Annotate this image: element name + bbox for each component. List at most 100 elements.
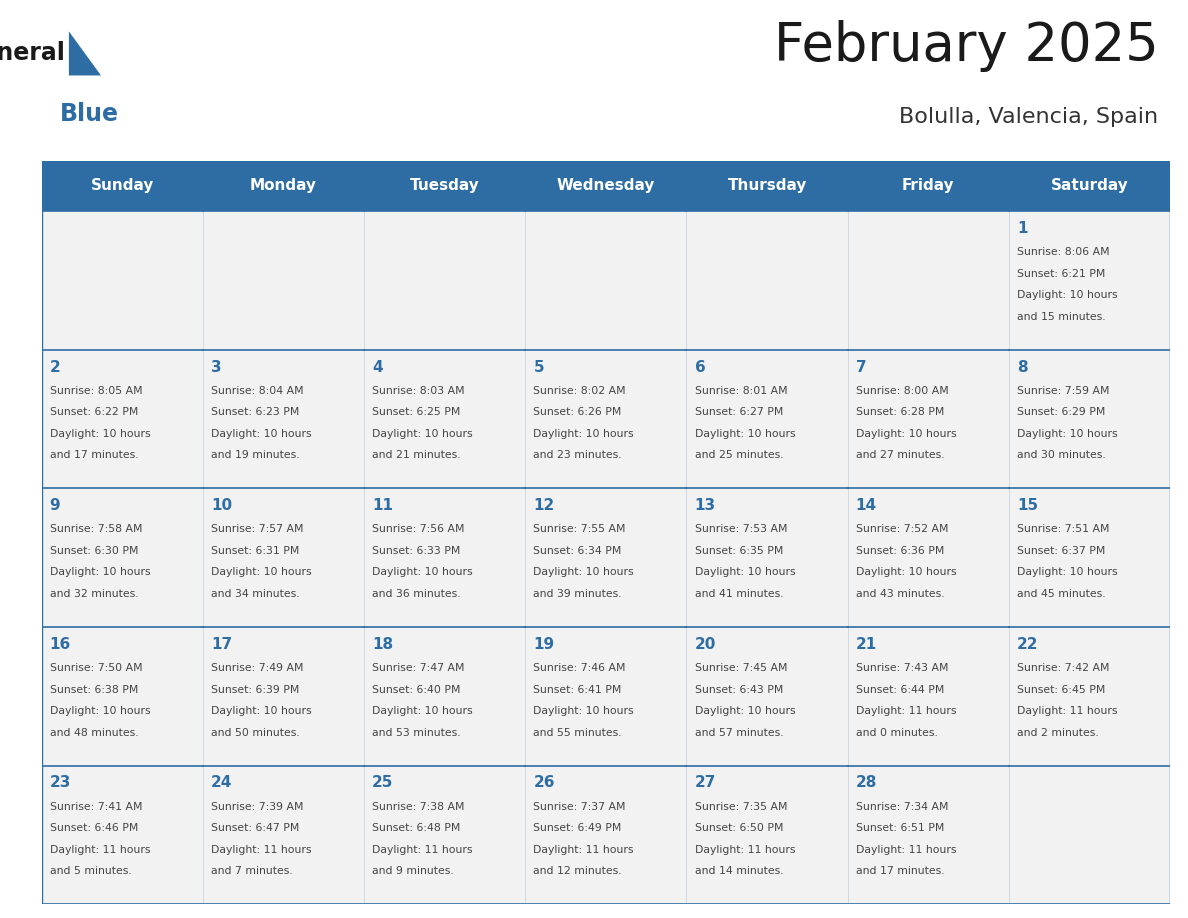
Text: Sunrise: 7:39 AM: Sunrise: 7:39 AM — [211, 801, 303, 812]
Text: Sunrise: 7:56 AM: Sunrise: 7:56 AM — [372, 524, 465, 534]
Text: Sunrise: 8:01 AM: Sunrise: 8:01 AM — [695, 386, 788, 396]
Text: and 25 minutes.: and 25 minutes. — [695, 451, 783, 460]
Text: Sunset: 6:30 PM: Sunset: 6:30 PM — [50, 546, 138, 556]
Text: 3: 3 — [211, 360, 221, 375]
Bar — [364, 211, 525, 350]
Text: Sunrise: 7:53 AM: Sunrise: 7:53 AM — [695, 524, 788, 534]
Text: Sunrise: 7:37 AM: Sunrise: 7:37 AM — [533, 801, 626, 812]
Bar — [1009, 627, 1170, 766]
Text: and 36 minutes.: and 36 minutes. — [372, 589, 461, 599]
Bar — [687, 350, 848, 488]
Text: and 17 minutes.: and 17 minutes. — [50, 451, 138, 460]
Text: Sunset: 6:39 PM: Sunset: 6:39 PM — [211, 685, 299, 695]
Text: 17: 17 — [211, 637, 232, 652]
Bar — [42, 350, 203, 488]
Text: and 2 minutes.: and 2 minutes. — [1017, 727, 1099, 737]
Text: Sunset: 6:34 PM: Sunset: 6:34 PM — [533, 546, 621, 556]
Bar — [687, 211, 848, 350]
Text: Sunrise: 7:57 AM: Sunrise: 7:57 AM — [211, 524, 303, 534]
Bar — [203, 627, 364, 766]
Text: Daylight: 10 hours: Daylight: 10 hours — [372, 706, 473, 716]
Text: Daylight: 10 hours: Daylight: 10 hours — [533, 706, 634, 716]
Text: Daylight: 11 hours: Daylight: 11 hours — [855, 845, 956, 855]
Text: Sunrise: 7:51 AM: Sunrise: 7:51 AM — [1017, 524, 1110, 534]
Text: Sunset: 6:51 PM: Sunset: 6:51 PM — [855, 823, 944, 834]
Text: 28: 28 — [855, 776, 877, 790]
Text: Sunset: 6:48 PM: Sunset: 6:48 PM — [372, 823, 461, 834]
Text: Daylight: 10 hours: Daylight: 10 hours — [1017, 567, 1118, 577]
Text: Sunrise: 7:41 AM: Sunrise: 7:41 AM — [50, 801, 143, 812]
Text: Sunset: 6:22 PM: Sunset: 6:22 PM — [50, 408, 138, 418]
Text: and 55 minutes.: and 55 minutes. — [533, 727, 623, 737]
Text: Sunset: 6:23 PM: Sunset: 6:23 PM — [211, 408, 299, 418]
Text: and 21 minutes.: and 21 minutes. — [372, 451, 461, 460]
Text: 15: 15 — [1017, 498, 1038, 513]
Text: Sunrise: 7:42 AM: Sunrise: 7:42 AM — [1017, 663, 1110, 673]
Text: and 32 minutes.: and 32 minutes. — [50, 589, 138, 599]
Text: and 43 minutes.: and 43 minutes. — [855, 589, 944, 599]
Text: Sunrise: 7:55 AM: Sunrise: 7:55 AM — [533, 524, 626, 534]
Text: and 7 minutes.: and 7 minutes. — [211, 866, 292, 876]
Text: and 15 minutes.: and 15 minutes. — [1017, 312, 1106, 321]
Bar — [42, 161, 1170, 211]
Text: Sunrise: 8:04 AM: Sunrise: 8:04 AM — [211, 386, 303, 396]
Text: 21: 21 — [855, 637, 877, 652]
Bar — [1009, 766, 1170, 904]
Text: 12: 12 — [533, 498, 555, 513]
Text: Sunrise: 7:52 AM: Sunrise: 7:52 AM — [855, 524, 948, 534]
Text: Sunset: 6:40 PM: Sunset: 6:40 PM — [372, 685, 461, 695]
Text: and 12 minutes.: and 12 minutes. — [533, 866, 623, 876]
Text: 2: 2 — [50, 360, 61, 375]
Text: Daylight: 10 hours: Daylight: 10 hours — [50, 429, 150, 439]
Bar — [687, 488, 848, 627]
Bar — [687, 766, 848, 904]
Bar — [42, 488, 203, 627]
Text: and 30 minutes.: and 30 minutes. — [1017, 451, 1106, 460]
Bar — [364, 627, 525, 766]
Text: Sunset: 6:21 PM: Sunset: 6:21 PM — [1017, 269, 1105, 279]
Text: 14: 14 — [855, 498, 877, 513]
Text: and 23 minutes.: and 23 minutes. — [533, 451, 623, 460]
Text: 5: 5 — [533, 360, 544, 375]
Text: and 41 minutes.: and 41 minutes. — [695, 589, 783, 599]
Text: Sunrise: 7:59 AM: Sunrise: 7:59 AM — [1017, 386, 1110, 396]
Text: Sunset: 6:46 PM: Sunset: 6:46 PM — [50, 823, 138, 834]
Bar — [203, 488, 364, 627]
Text: 18: 18 — [372, 637, 393, 652]
Text: Monday: Monday — [249, 178, 317, 194]
Text: Daylight: 10 hours: Daylight: 10 hours — [1017, 429, 1118, 439]
Bar — [1009, 350, 1170, 488]
Text: Sunset: 6:47 PM: Sunset: 6:47 PM — [211, 823, 299, 834]
Text: Sunset: 6:29 PM: Sunset: 6:29 PM — [1017, 408, 1105, 418]
Text: Sunrise: 8:02 AM: Sunrise: 8:02 AM — [533, 386, 626, 396]
Text: Sunset: 6:25 PM: Sunset: 6:25 PM — [372, 408, 461, 418]
Bar — [364, 766, 525, 904]
Text: 16: 16 — [50, 637, 71, 652]
Text: and 57 minutes.: and 57 minutes. — [695, 727, 783, 737]
Text: and 0 minutes.: and 0 minutes. — [855, 727, 937, 737]
Text: Sunday: Sunday — [90, 178, 154, 194]
Text: 4: 4 — [372, 360, 383, 375]
Bar — [1009, 488, 1170, 627]
Text: Daylight: 10 hours: Daylight: 10 hours — [855, 567, 956, 577]
Text: 22: 22 — [1017, 637, 1038, 652]
Text: 11: 11 — [372, 498, 393, 513]
Text: and 45 minutes.: and 45 minutes. — [1017, 589, 1106, 599]
Text: Daylight: 11 hours: Daylight: 11 hours — [372, 845, 473, 855]
Text: Sunrise: 7:50 AM: Sunrise: 7:50 AM — [50, 663, 143, 673]
Text: and 5 minutes.: and 5 minutes. — [50, 866, 132, 876]
Bar — [525, 627, 687, 766]
Bar — [525, 211, 687, 350]
Bar — [203, 766, 364, 904]
Text: Sunrise: 7:45 AM: Sunrise: 7:45 AM — [695, 663, 788, 673]
Text: Sunset: 6:37 PM: Sunset: 6:37 PM — [1017, 546, 1105, 556]
Text: Daylight: 11 hours: Daylight: 11 hours — [1017, 706, 1118, 716]
Bar — [848, 766, 1009, 904]
Text: 19: 19 — [533, 637, 555, 652]
Text: Daylight: 11 hours: Daylight: 11 hours — [50, 845, 150, 855]
Text: Wednesday: Wednesday — [557, 178, 655, 194]
Text: Sunrise: 7:35 AM: Sunrise: 7:35 AM — [695, 801, 788, 812]
Text: Daylight: 10 hours: Daylight: 10 hours — [211, 567, 311, 577]
Text: Blue: Blue — [59, 102, 119, 126]
Text: Sunrise: 7:47 AM: Sunrise: 7:47 AM — [372, 663, 465, 673]
